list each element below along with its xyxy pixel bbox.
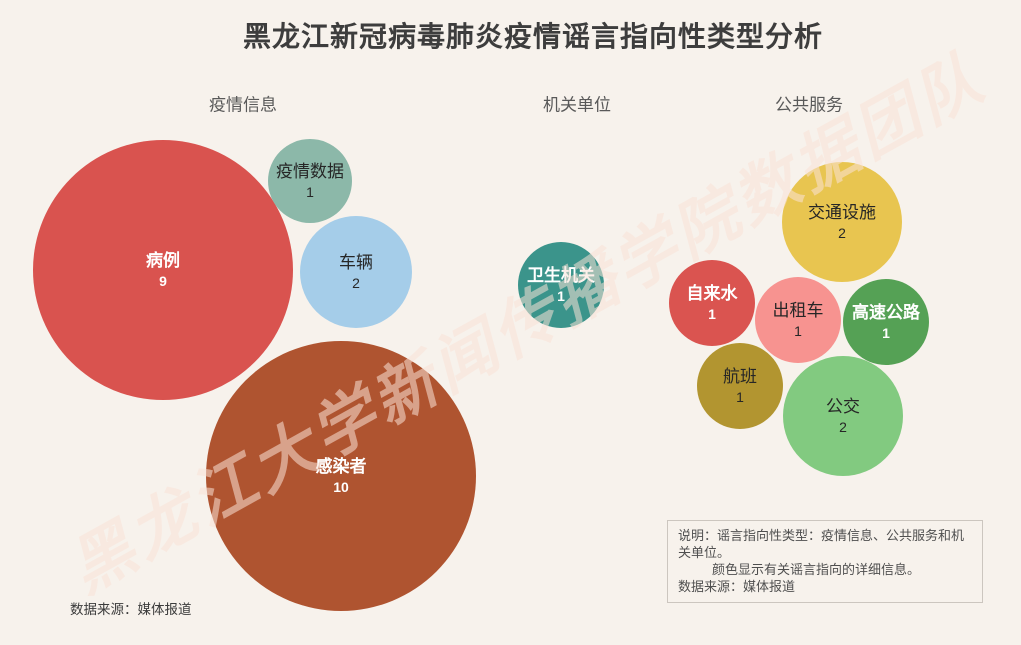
bubble-value: 1 bbox=[736, 388, 744, 405]
category-label-public-services: 公共服务 bbox=[775, 95, 843, 115]
bubble-value: 1 bbox=[557, 287, 565, 304]
bubble-highway[interactable]: 高速公路 1 bbox=[843, 279, 929, 365]
bubble-label: 航班 bbox=[723, 367, 757, 387]
bubble-flights[interactable]: 航班 1 bbox=[697, 343, 783, 429]
bubble-transport-facilities[interactable]: 交通设施 2 bbox=[782, 162, 902, 282]
bubble-label: 卫生机关 bbox=[527, 266, 595, 286]
bubble-value: 1 bbox=[794, 322, 802, 339]
bubble-infected[interactable]: 感染者 10 bbox=[206, 341, 476, 611]
bubble-label: 出租车 bbox=[772, 301, 824, 321]
bubble-vehicles[interactable]: 车辆 2 bbox=[300, 216, 412, 328]
chart-title: 黑龙江新冠病毒肺炎疫情谣言指向性类型分析 bbox=[242, 21, 823, 52]
bubble-value: 2 bbox=[352, 274, 360, 291]
bubble-tap-water[interactable]: 自来水 1 bbox=[669, 260, 755, 346]
bubble-label: 病例 bbox=[146, 251, 180, 271]
legend-line-2: 颜色显示有关谣言指向的详细信息。 bbox=[712, 562, 921, 577]
bubble-label: 车辆 bbox=[339, 253, 373, 273]
bubble-bus[interactable]: 公交 2 bbox=[783, 356, 903, 476]
category-label-government-agencies: 机关单位 bbox=[543, 95, 611, 115]
legend-note-box: 说明：谣言指向性类型：疫情信息、公共服务和机关单位。 颜色显示有关谣言指向的详细… bbox=[667, 520, 983, 603]
bubble-epidemic-data[interactable]: 疫情数据 1 bbox=[268, 139, 352, 223]
legend-line-1: 说明：谣言指向性类型：疫情信息、公共服务和机关单位。 bbox=[678, 528, 965, 560]
bubble-health-agency[interactable]: 卫生机关 1 bbox=[518, 242, 604, 328]
bubble-label: 自来水 bbox=[686, 284, 738, 304]
bubble-taxi[interactable]: 出租车 1 bbox=[755, 277, 841, 363]
bubble-label: 交通设施 bbox=[808, 203, 876, 223]
bubble-value: 1 bbox=[306, 183, 314, 200]
bubble-value: 2 bbox=[839, 418, 847, 435]
bubble-value: 1 bbox=[882, 324, 890, 341]
bubble-label: 感染者 bbox=[315, 457, 367, 477]
bubble-value: 9 bbox=[159, 272, 167, 289]
legend-line-3: 数据来源：媒体报道 bbox=[678, 579, 796, 594]
bubble-value: 2 bbox=[838, 224, 846, 241]
bubble-value: 1 bbox=[708, 305, 716, 322]
category-label-epidemic-info: 疫情信息 bbox=[209, 95, 277, 115]
bubble-value: 10 bbox=[333, 478, 349, 495]
bubble-label: 高速公路 bbox=[852, 303, 920, 323]
data-source-note: 数据来源：媒体报道 bbox=[70, 602, 192, 617]
bubble-label: 疫情数据 bbox=[276, 162, 344, 182]
bubble-cases[interactable]: 病例 9 bbox=[33, 140, 293, 400]
bubble-label: 公交 bbox=[826, 397, 860, 417]
